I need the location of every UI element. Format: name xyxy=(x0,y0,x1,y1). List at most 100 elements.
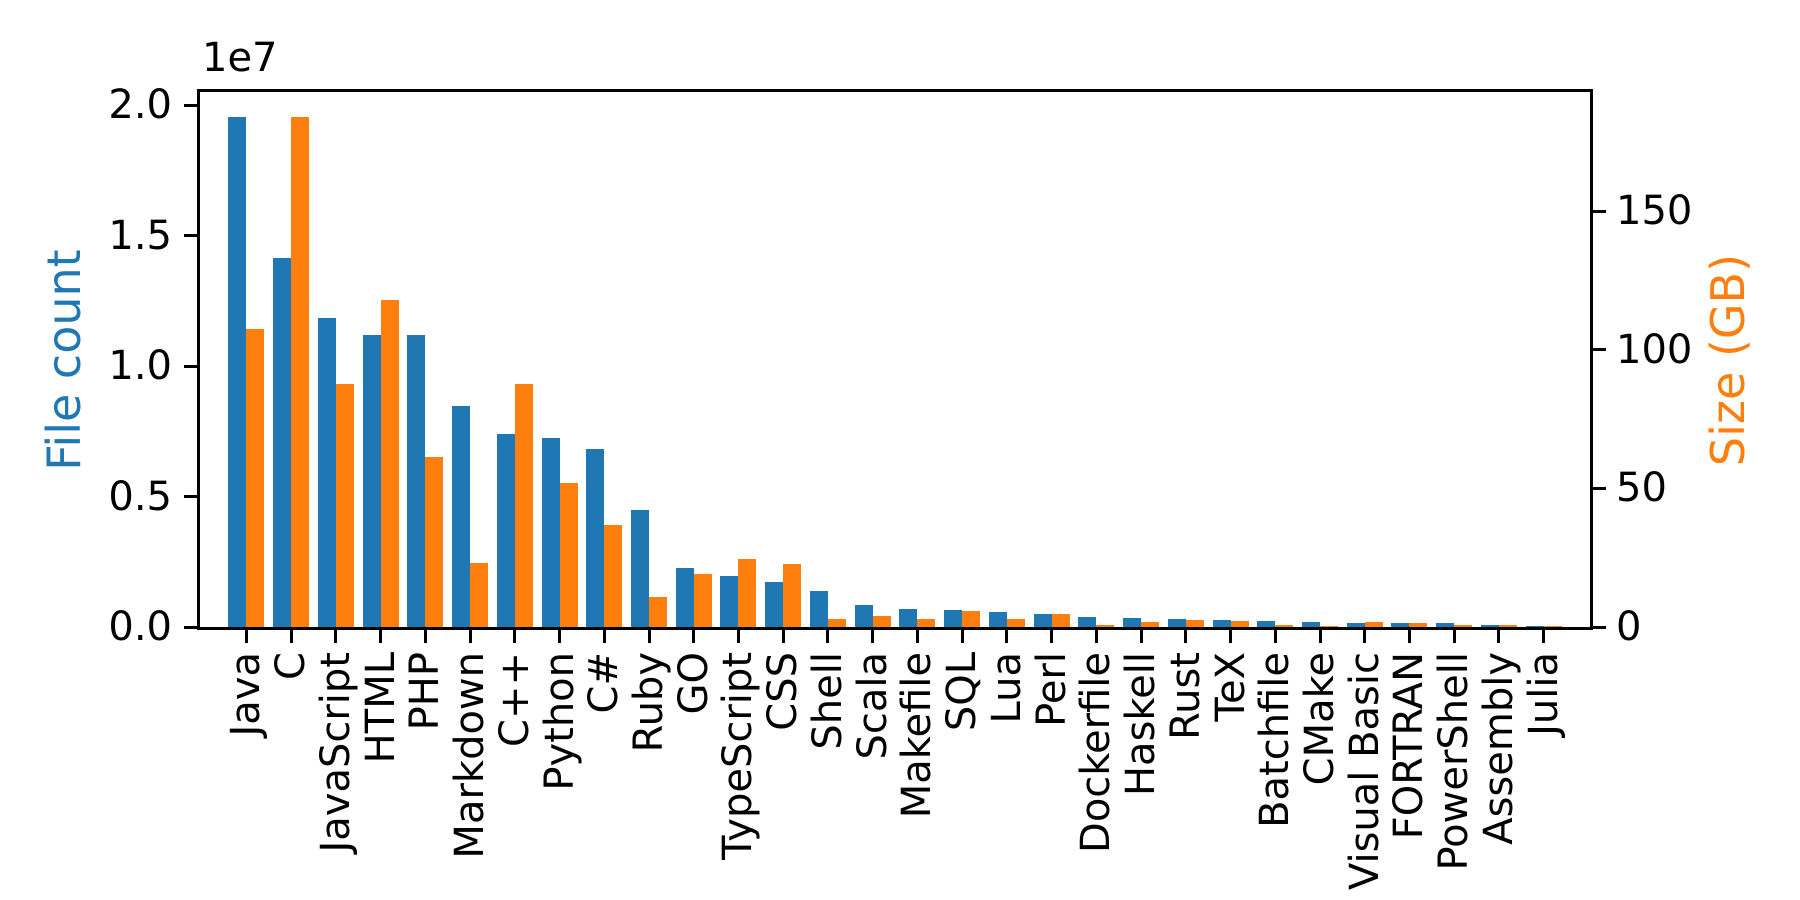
x-tick-c xyxy=(289,630,293,643)
bar-size-scala xyxy=(872,616,891,627)
bar-file-count-c xyxy=(273,257,292,627)
x-tick-assembly xyxy=(1497,630,1501,643)
x-tick-label-tex: TeX xyxy=(1207,652,1254,722)
bar-file-count-cmake xyxy=(1302,622,1320,627)
x-tick-label-java: Java xyxy=(223,652,270,737)
y-tick-label-right-100: 100 xyxy=(1616,326,1693,373)
y-tick-right-100 xyxy=(1593,348,1606,352)
bar-file-count-julia xyxy=(1525,625,1544,627)
x-tick-julia xyxy=(1542,630,1546,643)
bar-size-shell xyxy=(827,618,846,627)
y-tick-right-150 xyxy=(1593,209,1606,213)
x-tick-label-go: GO xyxy=(670,652,717,715)
y-tick-left-0.5 xyxy=(184,495,197,498)
bar-size-c xyxy=(291,117,310,627)
bar-size-lua xyxy=(1006,619,1025,627)
x-tick-label-rust: Rust xyxy=(1162,652,1209,740)
x-tick-label-c: C xyxy=(268,652,315,680)
x-tick-scala xyxy=(871,630,875,643)
x-tick-makefile xyxy=(915,630,919,643)
bar-file-count-javascript xyxy=(317,318,336,627)
y-tick-right-50 xyxy=(1593,486,1606,490)
x-tick-label-html: HTML xyxy=(357,652,404,764)
x-tick-perl xyxy=(1050,630,1054,643)
x-tick-powershell xyxy=(1452,630,1456,643)
x-tick-cmake xyxy=(1318,630,1322,643)
bar-file-count-tex xyxy=(1212,620,1231,627)
y-tick-label-left-1.0: 1.0 xyxy=(108,343,172,389)
x-tick-label-python: Python xyxy=(536,652,583,791)
x-tick-javascript xyxy=(334,630,338,643)
bar-file-count-python xyxy=(541,438,560,627)
x-tick-label-lua: Lua xyxy=(983,652,1030,724)
x-tick-c- xyxy=(602,630,606,643)
bar-size-fortran xyxy=(1409,622,1428,627)
x-tick-label-markdown: Markdown xyxy=(447,652,493,859)
x-tick-label-css: CSS xyxy=(760,652,807,731)
x-tick-visual-basic xyxy=(1363,630,1367,643)
left-axis-offset-label: 1e7 xyxy=(202,35,278,81)
bar-size-cmake xyxy=(1320,625,1338,627)
x-tick-go xyxy=(692,630,696,643)
x-tick-label-perl: Perl xyxy=(1028,652,1075,727)
x-tick-label-sql: SQL xyxy=(939,652,986,732)
x-tick-haskell xyxy=(1139,630,1143,643)
x-tick-html xyxy=(379,630,383,643)
y-tick-left-0.0 xyxy=(184,625,197,629)
bar-size-haskell xyxy=(1141,621,1159,627)
y-tick-label-left-1.5: 1.5 xyxy=(108,212,172,259)
bar-size-tex xyxy=(1230,621,1249,627)
x-tick-shell xyxy=(826,630,830,643)
bar-size-dockerfile xyxy=(1096,625,1115,627)
bar-size-sql xyxy=(962,611,981,627)
x-tick-label-batchfile: Batchfile xyxy=(1252,652,1299,828)
bar-file-count-shell xyxy=(809,590,828,627)
bar-size-python xyxy=(559,482,578,627)
bar-file-count-markdown xyxy=(452,406,470,627)
bar-size-markdown xyxy=(470,563,488,627)
bar-size-java xyxy=(246,328,265,627)
bar-size-visual-basic xyxy=(1364,621,1383,627)
bar-file-count-powershell xyxy=(1436,623,1455,627)
bar-file-count-batchfile xyxy=(1257,620,1276,627)
x-tick-label-c-: C# xyxy=(581,652,628,714)
bar-size-ruby xyxy=(649,596,667,627)
bar-size-perl xyxy=(1051,614,1070,627)
y-tick-label-right-0: 0 xyxy=(1616,604,1642,650)
bar-size-julia xyxy=(1543,626,1562,627)
x-tick-tex xyxy=(1229,630,1232,643)
bar-size-makefile xyxy=(917,618,936,627)
x-tick-label-cmake: CMake xyxy=(1297,652,1343,786)
x-tick-label-shell: Shell xyxy=(804,652,851,750)
bar-file-count-fortran xyxy=(1391,623,1410,627)
x-tick-typescript xyxy=(736,630,740,643)
bar-size-powershell xyxy=(1454,625,1473,627)
bar-file-count-css xyxy=(765,581,784,627)
bar-size-php xyxy=(425,456,444,627)
bar-file-count-haskell xyxy=(1123,618,1141,627)
x-tick-css xyxy=(781,630,785,643)
y-tick-label-right-150: 150 xyxy=(1616,188,1693,235)
bar-file-count-c- xyxy=(496,434,515,627)
x-tick-dockerfile xyxy=(1094,630,1098,643)
x-tick-label-javascript: JavaScript xyxy=(312,652,359,853)
bar-file-count-assembly xyxy=(1480,624,1499,627)
x-tick-java xyxy=(244,630,248,643)
bar-file-count-dockerfile xyxy=(1078,617,1097,627)
bar-file-count-java xyxy=(228,116,247,627)
bar-size-c- xyxy=(514,383,533,627)
bar-size-javascript xyxy=(335,383,354,627)
bar-size-go xyxy=(693,573,712,627)
bar-file-count-php xyxy=(407,335,426,627)
bar-file-count-scala xyxy=(854,605,873,627)
x-tick-label-typescript: TypeScript xyxy=(715,652,762,860)
x-tick-label-php: PHP xyxy=(402,652,449,731)
bar-file-count-typescript xyxy=(720,576,739,627)
bar-size-typescript xyxy=(738,558,757,627)
bar-size-assembly xyxy=(1498,624,1517,627)
x-tick-label-makefile: Makefile xyxy=(894,652,941,819)
y-tick-right-0 xyxy=(1593,625,1606,629)
bar-file-count-visual-basic xyxy=(1346,622,1365,627)
x-tick-label-haskell: Haskell xyxy=(1118,652,1164,797)
